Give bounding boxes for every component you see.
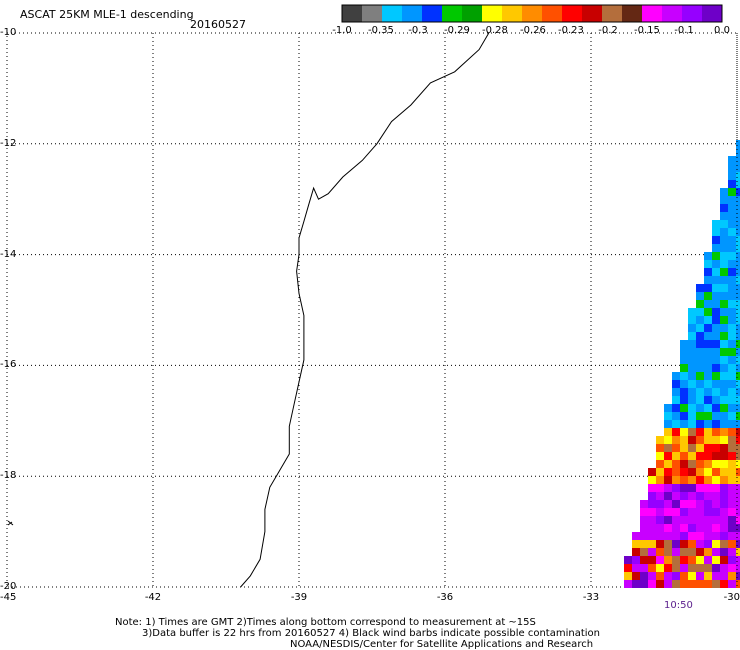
lon-tick-label: -36 [436, 592, 454, 603]
colorbar-swatch [462, 5, 483, 22]
colorbar-swatch [342, 5, 363, 22]
lat-tick-label: -14 [0, 248, 17, 260]
colorbar-swatch [402, 5, 423, 22]
colorbar-swatch [502, 5, 523, 22]
ascat-swath [624, 140, 740, 588]
note-line-1: Note: 1) Times are GMT 2)Times along bot… [115, 617, 536, 628]
colorbar-tick-label: -0.3 [408, 25, 428, 36]
lat-tick-label: -10 [0, 27, 17, 38]
colorbar-tick-label: -0.15 [634, 25, 660, 36]
grid [7, 33, 737, 587]
colorbar-tick-label: -0.28 [482, 25, 508, 36]
lat-tick-label: -12 [0, 137, 17, 149]
note-line-3: NOAA/NESDIS/Center for Satellite Applica… [290, 639, 594, 650]
lon-tick-label: -30 [723, 592, 740, 603]
colorbar-swatch [542, 5, 563, 22]
colorbar-tick-label: -0.35 [368, 25, 394, 36]
colorbar-swatch [622, 5, 643, 22]
lon-tick-label: -45 [0, 592, 17, 603]
colorbar-tick-label: -0.29 [444, 25, 470, 36]
colorbar-swatch [362, 5, 383, 22]
colorbar-tick-label: 0.0 [714, 25, 730, 36]
colorbar-swatch [382, 5, 403, 22]
colorbar-swatch [522, 5, 543, 22]
colorbar-swatch [662, 5, 683, 22]
chart-title: ASCAT 25KM MLE-1 descending [20, 8, 194, 21]
colorbar-swatch [442, 5, 463, 22]
colorbar-swatch [482, 5, 503, 22]
note-line-2: 3)Data buffer is 22 hrs from 20160527 4)… [142, 628, 600, 639]
colorbar-tick-label: -1.0 [332, 25, 352, 36]
wind-barb-icon [7, 520, 14, 526]
colorbar-tick-label: -0.1 [674, 25, 694, 36]
colorbar-tick-label: -0.2 [598, 25, 618, 36]
colorbar-swatch [422, 5, 443, 22]
lon-tick-label: -33 [582, 592, 600, 603]
coastline [240, 32, 490, 588]
swath-time-label: 10:50 [664, 600, 693, 611]
colorbar-tick-label: -0.26 [520, 25, 546, 36]
lat-tick-label: -16 [0, 359, 17, 371]
colorbar-swatch [602, 5, 623, 22]
colorbar [341, 4, 723, 23]
colorbar-swatch [582, 5, 603, 22]
colorbar-swatch [682, 5, 703, 22]
colorbar-swatch [642, 5, 663, 22]
colorbar-swatch [702, 5, 723, 22]
lon-tick-label: -39 [290, 592, 308, 603]
colorbar-swatch [562, 5, 583, 22]
lat-tick-label: -18 [0, 470, 17, 482]
colorbar-tick-label: -0.23 [558, 25, 584, 36]
lon-tick-label: -42 [144, 592, 162, 603]
lat-tick-label: -20 [0, 581, 17, 592]
chart-date: 20160527 [190, 18, 246, 31]
